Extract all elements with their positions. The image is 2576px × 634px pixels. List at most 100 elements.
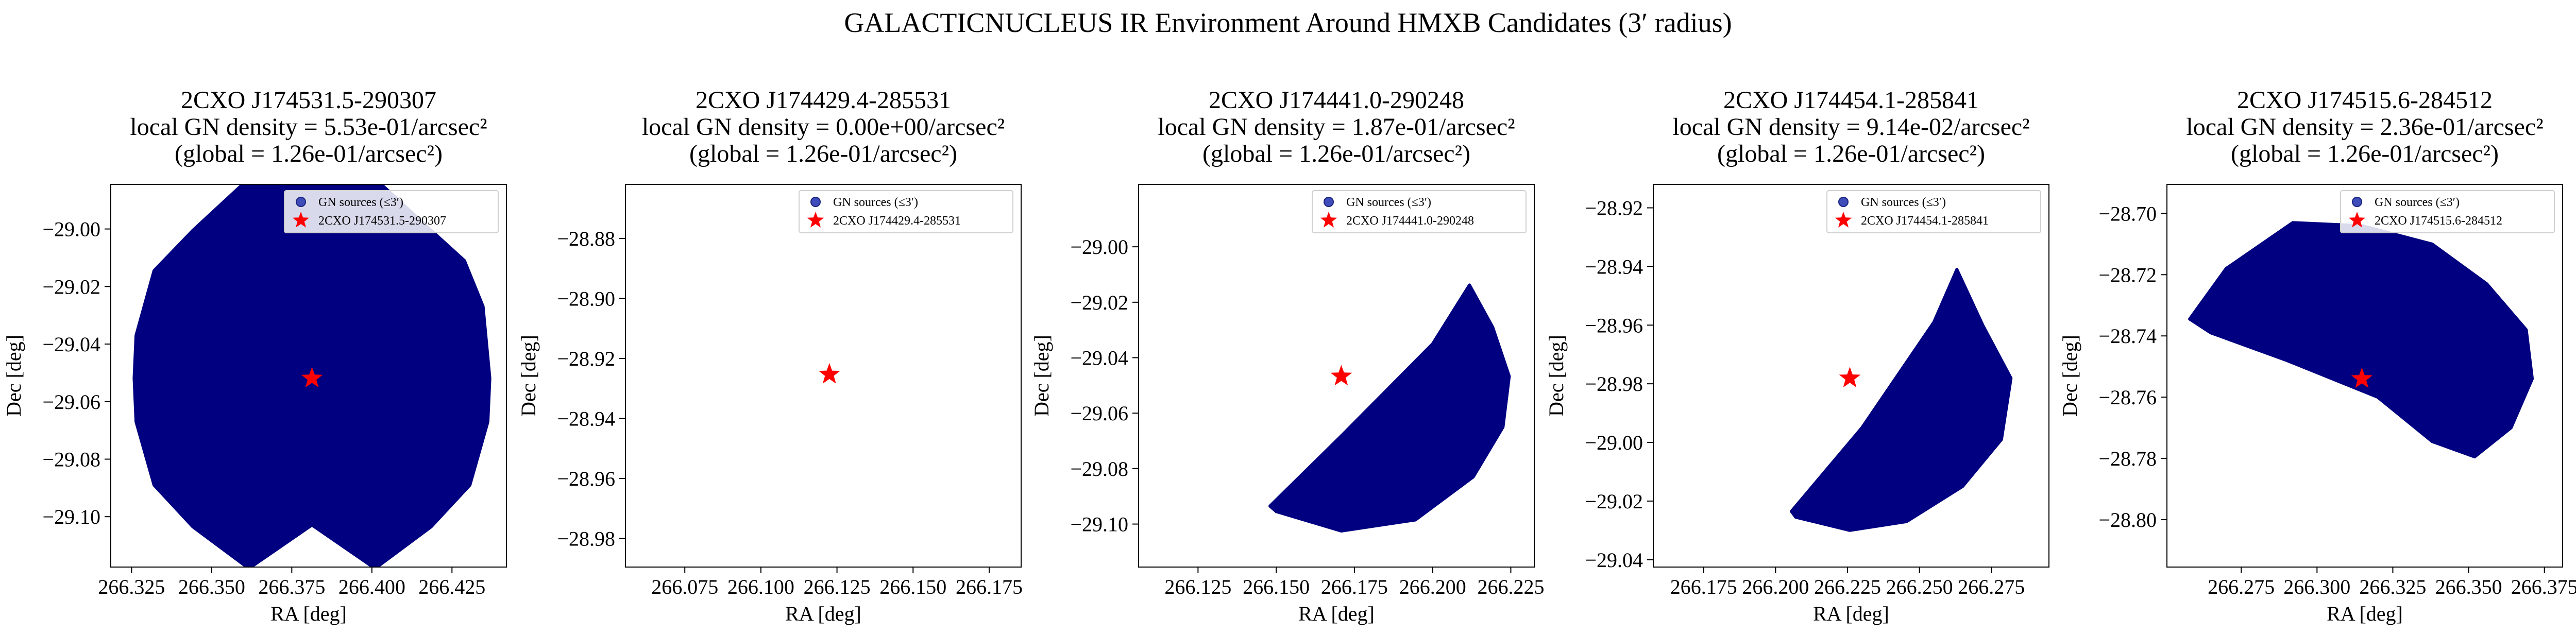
x-tick-label: 266.100 bbox=[727, 575, 794, 598]
y-tick-label: −29.04 bbox=[1070, 347, 1128, 370]
y-tick-label: −29.04 bbox=[42, 333, 100, 356]
y-tick-label: −28.72 bbox=[2098, 263, 2157, 286]
x-tick-label: 266.375 bbox=[2511, 575, 2576, 598]
y-tick-label: −29.02 bbox=[1585, 490, 1643, 513]
x-tick-label: 266.375 bbox=[258, 575, 325, 598]
legend-box bbox=[284, 190, 499, 233]
y-axis-label: Dec [deg] bbox=[1545, 335, 1568, 417]
y-tick-label: −28.92 bbox=[557, 347, 615, 370]
x-tick-label: 266.275 bbox=[2208, 575, 2275, 598]
panel-title-line: 2CXO J174515.6-284512 bbox=[2237, 87, 2493, 114]
x-tick-label: 266.300 bbox=[2283, 575, 2350, 598]
panel-title-line: (global = 1.26e-01/arcsec²) bbox=[689, 140, 957, 167]
gn-sources-region bbox=[1790, 268, 2013, 532]
y-tick-label: −28.88 bbox=[557, 227, 615, 250]
y-tick-label: −29.04 bbox=[1585, 549, 1643, 572]
y-tick-label: −29.10 bbox=[1070, 513, 1128, 536]
x-tick-label: 266.175 bbox=[1321, 575, 1388, 598]
legend-star-marker bbox=[292, 212, 310, 228]
legend-star-label: 2CXO J174429.4-285531 bbox=[833, 214, 961, 228]
legend-gn-marker bbox=[2352, 197, 2362, 207]
x-tick-label: 266.225 bbox=[1814, 575, 1881, 598]
y-tick-label: −29.00 bbox=[1585, 431, 1643, 454]
y-tick-label: −29.10 bbox=[42, 505, 100, 528]
hmxb-candidate-star bbox=[1330, 365, 1352, 386]
y-tick-label: −28.78 bbox=[2098, 447, 2157, 470]
legend-star-marker bbox=[807, 212, 824, 228]
legend-box bbox=[1312, 190, 1527, 233]
panel-title-line: 2CXO J174429.4-285531 bbox=[696, 87, 951, 114]
panel-title-line: local GN density = 5.53e-01/arcsec² bbox=[130, 113, 487, 141]
panel-title-line: local GN density = 2.36e-01/arcsec² bbox=[2186, 113, 2543, 141]
y-axis-label: Dec [deg] bbox=[1030, 335, 1053, 417]
hmxb-candidate-star bbox=[301, 367, 323, 388]
x-axis-label: RA [deg] bbox=[1813, 602, 1889, 625]
figure-suptitle: GALACTICNUCLEUS IR Environment Around HM… bbox=[844, 7, 1732, 38]
y-tick-label: −28.98 bbox=[557, 527, 615, 551]
x-tick-label: 266.175 bbox=[1670, 575, 1737, 598]
legend-gn-marker bbox=[1324, 197, 1334, 207]
x-tick-label: 266.325 bbox=[98, 575, 165, 598]
y-tick-label: −29.02 bbox=[1070, 291, 1128, 314]
gn-sources-region bbox=[2188, 221, 2534, 458]
y-tick-label: −29.02 bbox=[42, 275, 100, 298]
x-tick-label: 266.075 bbox=[651, 575, 718, 598]
x-tick-label: 266.250 bbox=[1886, 575, 1953, 598]
legend-box bbox=[2340, 190, 2555, 233]
panel-title-line: local GN density = 1.87e-01/arcsec² bbox=[1158, 113, 1515, 141]
x-tick-label: 266.425 bbox=[418, 575, 485, 598]
legend-gn-marker bbox=[296, 197, 306, 207]
x-tick-label: 266.225 bbox=[1477, 575, 1544, 598]
legend-box bbox=[799, 190, 1013, 233]
legend-gn-label: GN sources (≤3′) bbox=[1861, 196, 1946, 209]
y-tick-label: −29.06 bbox=[42, 390, 100, 414]
y-tick-label: −28.80 bbox=[2098, 508, 2157, 532]
x-tick-label: 266.150 bbox=[1243, 575, 1310, 598]
legend-gn-marker bbox=[810, 197, 821, 207]
x-tick-label: 266.350 bbox=[2435, 575, 2502, 598]
legend-star-label: 2CXO J174515.6-284512 bbox=[2375, 214, 2502, 228]
legend-gn-label: GN sources (≤3′) bbox=[318, 196, 403, 209]
y-tick-label: −29.06 bbox=[1070, 402, 1128, 425]
hmxb-candidate-star bbox=[2351, 367, 2373, 388]
x-axis-label: RA [deg] bbox=[785, 602, 861, 625]
axes-frame bbox=[2166, 184, 2563, 568]
panel-title-line: (global = 1.26e-01/arcsec²) bbox=[2231, 140, 2499, 167]
legend-gn-label: GN sources (≤3′) bbox=[1346, 196, 1431, 209]
x-tick-label: 266.150 bbox=[879, 575, 946, 598]
y-tick-label: −28.74 bbox=[2098, 324, 2157, 348]
y-tick-label: −28.96 bbox=[557, 467, 615, 490]
panel-title-line: (global = 1.26e-01/arcsec²) bbox=[175, 140, 443, 167]
y-axis-label: Dec [deg] bbox=[2, 335, 25, 417]
legend-star-label: 2CXO J174441.0-290248 bbox=[1346, 214, 1474, 228]
legend-star-marker bbox=[1320, 212, 1337, 228]
x-axis-label: RA [deg] bbox=[1298, 602, 1375, 625]
y-axis-label: Dec [deg] bbox=[2058, 335, 2081, 417]
x-axis-label: RA [deg] bbox=[2327, 602, 2403, 625]
y-tick-label: −28.96 bbox=[1585, 314, 1643, 337]
panel-title-line: 2CXO J174454.1-285841 bbox=[1723, 87, 1979, 114]
hmxb-candidate-star bbox=[1839, 367, 1861, 388]
legend-gn-label: GN sources (≤3′) bbox=[2375, 196, 2460, 209]
hmxb-candidate-star bbox=[818, 363, 840, 384]
legend-star-marker bbox=[1835, 212, 1852, 228]
x-tick-label: 266.325 bbox=[2359, 575, 2426, 598]
y-tick-label: −28.98 bbox=[1585, 372, 1643, 396]
panel-title-line: local GN density = 0.00e+00/arcsec² bbox=[642, 113, 1005, 141]
legend-gn-marker bbox=[1838, 197, 1849, 207]
y-tick-label: −28.70 bbox=[2098, 202, 2157, 225]
axes-frame bbox=[110, 184, 507, 568]
axes-frame bbox=[1653, 184, 2049, 568]
y-tick-label: −28.76 bbox=[2098, 386, 2157, 409]
x-tick-label: 266.175 bbox=[956, 575, 1023, 598]
legend-star-marker bbox=[2348, 212, 2366, 228]
y-tick-label: −29.08 bbox=[1070, 457, 1128, 481]
panel-title-line: (global = 1.26e-01/arcsec²) bbox=[1202, 140, 1470, 167]
legend-star-label: 2CXO J174531.5-290307 bbox=[318, 214, 446, 228]
y-tick-label: −28.94 bbox=[1585, 255, 1643, 278]
panel-title-line: 2CXO J174531.5-290307 bbox=[181, 87, 436, 114]
